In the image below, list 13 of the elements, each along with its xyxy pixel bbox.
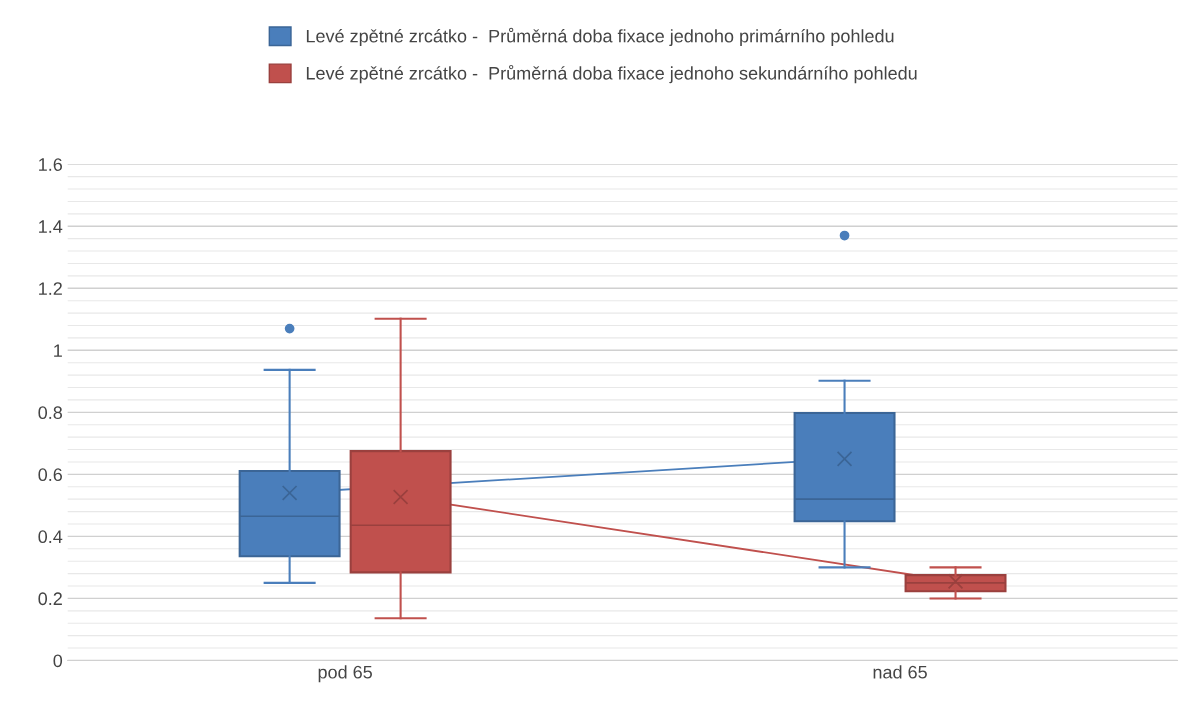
x-tick-label: pod 65 (318, 665, 372, 683)
y-tick-label: 0 (53, 654, 63, 668)
y-tick-label: 1 (54, 344, 62, 357)
y-tick-label: 1.2 (39, 282, 62, 295)
x-tick-label: nad 65 (873, 665, 927, 679)
y-tick-label: 0.2 (38, 592, 62, 606)
legend-label: Levé zpětné zrcátko - Průměrná doba fixace jednoho primárního pohledu (306, 27, 894, 47)
y-tick-label: 1.6 (39, 158, 63, 171)
legend-label: Levé zpětné zrcátko - Průměrná doba fixace jednoho sekundárního pohledu (306, 64, 917, 84)
y-tick-label: 0.6 (38, 468, 63, 482)
y-tick-label: 0.8 (38, 406, 63, 420)
y-tick-label: 0.4 (38, 530, 63, 544)
y-tick-label: 1.4 (39, 220, 63, 233)
